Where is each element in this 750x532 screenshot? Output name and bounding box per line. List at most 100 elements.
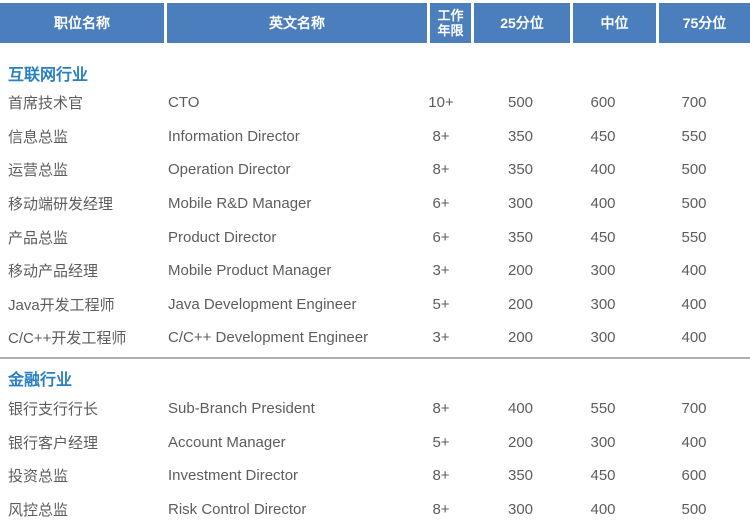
p25-cell: 300 [507, 195, 534, 213]
table-row: 产品总监 Product Director 6+ 350 450 550 [0, 220, 750, 254]
median-cell: 300 [590, 329, 616, 347]
position-cell: 移动产品经理 [8, 263, 99, 281]
table-row: 信息总监 Information Director 8+ 350 450 550 [0, 120, 750, 154]
median-cell: 400 [590, 500, 616, 518]
table-row: 移动端研发经理 Mobile R&D Manager 6+ 300 400 50… [0, 187, 750, 221]
table-row: 银行客户经理 Account Manager 5+ 200 300 400 [0, 425, 750, 459]
median-cell: 450 [590, 467, 616, 485]
work-years-cell: 5+ [432, 433, 450, 451]
table-row: C/C++开发工程师 C/C++ Development Engineer 3+… [0, 321, 750, 355]
p75-cell: 500 [681, 195, 707, 213]
p25-cell: 350 [507, 228, 534, 246]
position-cell: 银行支行行长 [8, 401, 99, 419]
p25-cell: 300 [507, 500, 534, 518]
work-years-cell: 8+ [432, 467, 450, 485]
column-header-label: 工作年限 [437, 8, 464, 38]
table-row: 投资总监 Investment Director 8+ 350 450 600 [0, 459, 750, 493]
english-name-cell: C/C++ Development Engineer [168, 329, 369, 347]
median-cell: 600 [590, 94, 616, 112]
work-years-cell: 8+ [432, 161, 450, 179]
p25-cell: 200 [507, 329, 534, 347]
position-cell: 投资总监 [8, 468, 69, 486]
column-header-p25: 25分位 [471, 3, 570, 43]
section-title: 互联网行业 [8, 66, 89, 84]
p75-cell: 600 [681, 467, 707, 485]
work-years-cell: 10+ [428, 94, 454, 112]
position-cell: 银行客户经理 [8, 434, 99, 452]
english-name-cell: Information Director [168, 127, 300, 145]
table-row: Java开发工程师 Java Development Engineer 5+ 2… [0, 288, 750, 322]
work-years-cell: 6+ [432, 195, 450, 213]
median-cell: 300 [590, 262, 616, 280]
p75-cell: 550 [681, 127, 707, 145]
column-header-work-years: 工作年限 [427, 3, 471, 43]
p25-cell: 200 [507, 433, 534, 451]
work-years-cell: 3+ [432, 262, 450, 280]
position-cell: Java开发工程师 [8, 296, 115, 314]
p25-cell: 400 [507, 400, 534, 418]
section-title: 金融行业 [8, 372, 73, 390]
column-header-english-name: 英文名称 [164, 3, 427, 43]
table-body: 互联网行业 首席技术官 CTO 10+ 500 600 700 信息总监 Inf… [0, 59, 750, 526]
english-name-cell: Java Development Engineer [168, 295, 357, 313]
p75-cell: 500 [681, 161, 707, 179]
english-name-cell: Investment Director [168, 467, 299, 485]
column-header-label: 25分位 [500, 15, 544, 31]
median-cell: 300 [590, 433, 616, 451]
median-cell: 550 [590, 400, 616, 418]
position-cell: 运营总监 [8, 162, 69, 180]
table-row: 银行支行行长 Sub-Branch President 8+ 400 550 7… [0, 392, 750, 426]
column-header-label: 职位名称 [54, 15, 110, 31]
table-row: 首席技术官 CTO 10+ 500 600 700 [0, 86, 750, 120]
table-header-row: 职位名称 英文名称 工作年限 25分位 中位 75分位 [0, 3, 750, 43]
english-name-cell: Operation Director [168, 161, 291, 179]
position-cell: C/C++开发工程师 [8, 330, 127, 348]
english-name-cell: Mobile Product Manager [168, 262, 332, 280]
position-cell: 产品总监 [8, 229, 69, 247]
median-cell: 450 [590, 228, 616, 246]
p75-cell: 400 [681, 329, 707, 347]
work-years-cell: 8+ [432, 127, 450, 145]
column-header-position: 职位名称 [0, 3, 164, 43]
p25-cell: 200 [507, 262, 534, 280]
p75-cell: 700 [681, 94, 707, 112]
p75-cell: 500 [681, 500, 707, 518]
position-cell: 信息总监 [8, 128, 69, 146]
work-years-cell: 3+ [432, 329, 450, 347]
p25-cell: 350 [507, 127, 534, 145]
median-cell: 300 [590, 295, 616, 313]
position-cell: 风控总监 [8, 501, 69, 519]
table-row: 风控总监 Risk Control Director 8+ 300 400 50… [0, 493, 750, 527]
section-divider [0, 356, 750, 359]
p25-cell: 350 [507, 161, 534, 179]
p75-cell: 550 [681, 228, 707, 246]
work-years-cell: 6+ [432, 228, 450, 246]
median-cell: 400 [590, 161, 616, 179]
median-cell: 400 [590, 195, 616, 213]
p25-cell: 350 [507, 467, 534, 485]
english-name-cell: Sub-Branch President [168, 400, 315, 418]
p75-cell: 400 [681, 295, 707, 313]
p25-cell: 200 [507, 295, 534, 313]
p75-cell: 700 [681, 400, 707, 418]
column-header-median: 中位 [570, 3, 656, 43]
median-cell: 450 [590, 127, 616, 145]
column-header-label: 英文名称 [269, 15, 325, 31]
p25-cell: 500 [507, 94, 534, 112]
work-years-cell: 8+ [432, 500, 450, 518]
table-row: 移动产品经理 Mobile Product Manager 3+ 200 300… [0, 254, 750, 288]
english-name-cell: Risk Control Director [168, 500, 307, 518]
p75-cell: 400 [681, 262, 707, 280]
english-name-cell: CTO [168, 94, 200, 112]
table-row: 运营总监 Operation Director 8+ 350 400 500 [0, 153, 750, 187]
english-name-cell: Account Manager [168, 433, 286, 451]
position-cell: 移动端研发经理 [8, 196, 114, 214]
work-years-cell: 5+ [432, 295, 450, 313]
column-header-label: 中位 [600, 15, 629, 31]
column-header-p75: 75分位 [656, 3, 750, 43]
salary-table-page: 职位名称 英文名称 工作年限 25分位 中位 75分位 互联网行业 首席技术官 … [0, 3, 750, 532]
column-header-label: 75分位 [682, 15, 727, 31]
p75-cell: 400 [681, 433, 707, 451]
position-cell: 首席技术官 [8, 95, 84, 113]
english-name-cell: Mobile R&D Manager [168, 195, 312, 213]
